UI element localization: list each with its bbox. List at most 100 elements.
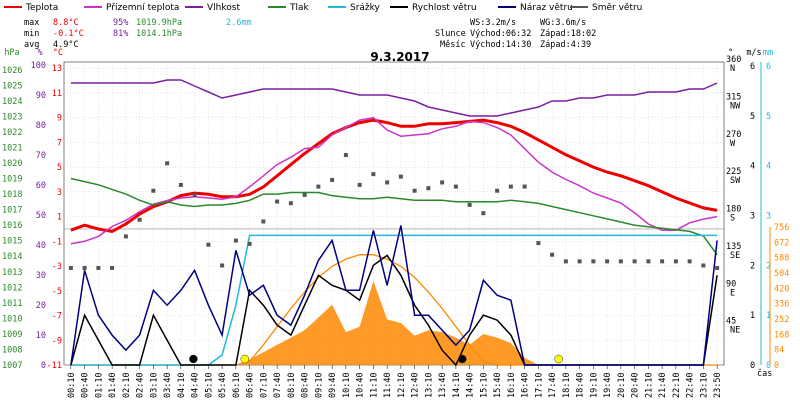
- series-line-3: [70, 177, 718, 256]
- dir-tick-6: 90: [726, 279, 736, 289]
- x-tick-label-5: 02:40: [136, 372, 146, 398]
- rain-tick-2: 4: [766, 162, 771, 172]
- hpa-tick-0: 1026: [2, 66, 22, 76]
- hpa-tick-17: 1009: [2, 330, 22, 340]
- series-line-4: [70, 234, 718, 366]
- axis-hpa-label: hPa: [4, 48, 19, 58]
- legend-label-1: Přízemní teplota: [106, 3, 179, 13]
- rain-tick-6: 0: [766, 361, 771, 371]
- x-tick-label-0: 00:10: [67, 372, 77, 398]
- wind-tick-6: 0: [750, 361, 755, 371]
- x-tick-label-15: 07:40: [273, 372, 283, 398]
- x-axis-ticks: 00:10 00:40 01:10 01:40 02:10 02:40 03:10 03:40…: [67, 365, 723, 398]
- wind-direction-point-44: [673, 259, 678, 264]
- x-tick-label-46: 23:10: [699, 372, 709, 398]
- x-tick-label-39: 19:40: [603, 372, 613, 398]
- wind-tick-1: 5: [750, 112, 755, 122]
- stat-max-temp: 8.8°C: [53, 18, 79, 28]
- solar-tick-4: 420: [774, 284, 789, 294]
- wind-direction-point-29: [467, 202, 472, 207]
- x-tick-label-4: 02:10: [122, 372, 132, 398]
- x-tick-label-42: 21:10: [644, 372, 654, 398]
- x-tick-label-27: 13:40: [438, 372, 448, 398]
- pct-tick-8: 20: [36, 301, 46, 311]
- wind-direction-point-0: [68, 265, 73, 270]
- wind-speed-avg: WS:3.2m/s: [470, 18, 516, 28]
- x-tick-label-10: 05:10: [204, 372, 214, 398]
- stat-min-temp: -0.1°C: [53, 29, 84, 39]
- wind-tick-5: 1: [750, 311, 755, 321]
- moonset-marker: [189, 354, 198, 364]
- hpa-tick-15: 1011: [2, 299, 22, 309]
- stat-min-label: min: [24, 29, 39, 39]
- wind-direction-point-41: [632, 259, 637, 264]
- series-line-0: [70, 118, 718, 233]
- wind-direction-point-16: [288, 201, 293, 206]
- series-layer: [68, 79, 720, 367]
- axis-percent-label: %: [37, 48, 42, 58]
- solar-tick-2: 588: [774, 254, 789, 264]
- c-tick-4: 5: [57, 163, 62, 173]
- pct-tick-7: 30: [36, 271, 46, 281]
- moonrise-marker: [457, 354, 467, 364]
- wind-direction-point-3: [110, 265, 115, 270]
- x-tick-label-31: 15:40: [493, 372, 503, 398]
- wind-tick-3: 3: [750, 212, 755, 222]
- wind-direction-point-38: [591, 259, 596, 264]
- x-tick-label-40: 20:10: [617, 372, 627, 398]
- wind-direction-point-1: [82, 265, 87, 270]
- dir-tick-2: 270: [726, 130, 741, 140]
- wind-direction-point-19: [330, 177, 335, 182]
- wind-direction-point-40: [618, 259, 623, 264]
- legend-label-0: Teplota: [25, 3, 58, 13]
- dir-tick-4: 180: [726, 205, 741, 215]
- solar-layer: [70, 254, 718, 366]
- x-tick-label-38: 19:10: [589, 372, 599, 398]
- x-tick-label-8: 04:10: [177, 372, 187, 398]
- stat-min-hum: 81%: [113, 29, 128, 39]
- wind-tick-2: 4: [750, 162, 755, 172]
- x-tick-label-7: 03:40: [163, 372, 173, 398]
- wind-direction-point-4: [123, 234, 128, 239]
- legend-label-2: Vlhkost: [207, 3, 240, 13]
- axis-dir-label: °: [728, 48, 733, 58]
- wind-direction-point-5: [137, 217, 142, 222]
- x-tick-label-3: 01:40: [108, 372, 118, 398]
- wind-direction-point-7: [165, 161, 170, 166]
- solar-tick-7: 168: [774, 330, 789, 340]
- x-axis-label: čas: [757, 368, 772, 379]
- hpa-tick-10: 1016: [2, 221, 22, 231]
- solar-tick-6: 252: [774, 315, 789, 325]
- wind-direction-point-32: [508, 184, 513, 189]
- dir-tick-0: 360: [726, 55, 741, 65]
- x-tick-label-32: 16:10: [507, 372, 517, 398]
- wind-direction-point-36: [563, 259, 568, 264]
- hpa-tick-19: 1007: [2, 361, 22, 371]
- hpa-tick-8: 1018: [2, 190, 22, 200]
- wind-direction-point-15: [275, 199, 280, 204]
- x-tick-label-25: 12:40: [411, 372, 421, 398]
- stats-block: max 8.8°C 95% 1019.9hPa 2.6mm min -0.1°C…: [24, 18, 252, 50]
- wind-direction-point-12: [233, 238, 238, 243]
- hpa-tick-12: 1014: [2, 252, 22, 262]
- wind-direction-point-18: [316, 184, 321, 189]
- hpa-tick-5: 1021: [2, 143, 22, 153]
- wind-direction-point-28: [453, 184, 458, 189]
- x-tick-label-28: 14:10: [452, 372, 462, 398]
- x-tick-label-43: 21:40: [658, 372, 668, 398]
- moon-rise: Východ:14:30: [470, 40, 531, 50]
- c-tick-9: -5: [52, 287, 62, 297]
- wind-direction-point-6: [151, 188, 156, 193]
- hpa-tick-18: 1008: [2, 345, 22, 355]
- wind-direction-point-26: [426, 186, 431, 191]
- x-tick-label-44: 22:10: [672, 372, 682, 398]
- x-tick-label-33: 16:40: [521, 372, 531, 398]
- wind-direction-point-33: [522, 184, 527, 189]
- legend-label-3: Tlak: [289, 3, 310, 13]
- series-line-2: [70, 79, 718, 117]
- wind-direction-point-20: [343, 153, 348, 158]
- x-tick-label-41: 20:40: [631, 372, 641, 398]
- legend-label-7: Směr větru: [592, 3, 642, 13]
- stat-max-pres: 1019.9hPa: [136, 18, 182, 28]
- x-tick-label-21: 10:40: [356, 372, 366, 398]
